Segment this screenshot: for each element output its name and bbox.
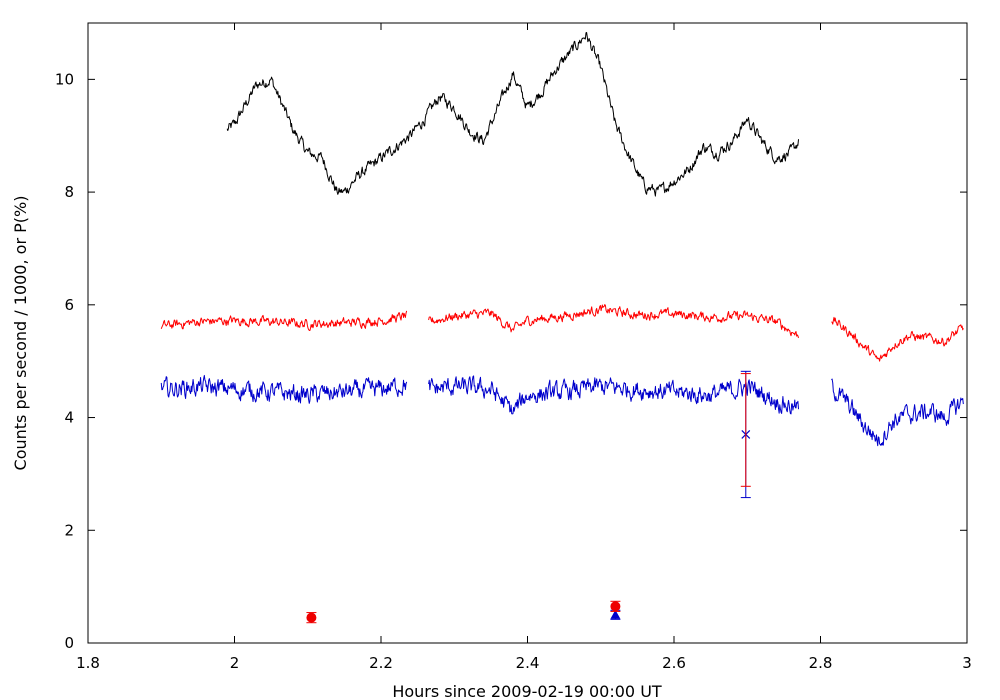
plot-frame (87, 22, 968, 644)
series-2-segment-1 (428, 375, 800, 415)
series-1-segment-0 (160, 310, 408, 332)
y-tick-label: 8 (64, 183, 74, 201)
series-2-segment-0 (160, 374, 408, 404)
x-tick-label: 2 (230, 654, 240, 672)
y-tick-label: 10 (55, 70, 74, 88)
x-tick-label: 1.8 (76, 654, 100, 672)
triangle-marker (610, 609, 621, 619)
series-layer (160, 31, 964, 447)
data-point-2 (610, 600, 621, 612)
series-2-segment-2 (831, 378, 964, 447)
y-tick-label: 2 (64, 521, 74, 539)
x-tick-label: 2.4 (516, 654, 540, 672)
y-tick-label: 4 (64, 409, 74, 427)
x-tick-label: 2.2 (369, 654, 393, 672)
series-1-segment-2 (831, 316, 964, 362)
data-point-0 (306, 612, 317, 624)
points-layer (306, 370, 751, 624)
series-0-segment-0 (226, 31, 800, 197)
circle-marker (306, 612, 317, 623)
x-tick-label: 2.8 (809, 654, 833, 672)
series-1-segment-1 (428, 304, 799, 339)
data-point-4 (740, 373, 751, 487)
circle-marker (610, 601, 621, 612)
x-tick-label: 2.6 (662, 654, 686, 672)
y-axis-label: Counts per second / 1000, or P(%) (11, 196, 30, 471)
x-tick-label: 3 (962, 654, 972, 672)
y-tick-label: 0 (64, 634, 74, 652)
axis-ticks: 1.8 2 2.2 2.4 2.6 2.8 3 0 2 4 6 8 10 (55, 23, 972, 672)
y-tick-label: 6 (64, 296, 74, 314)
x-axis-label: Hours since 2009-02-19 00:00 UT (392, 682, 662, 700)
